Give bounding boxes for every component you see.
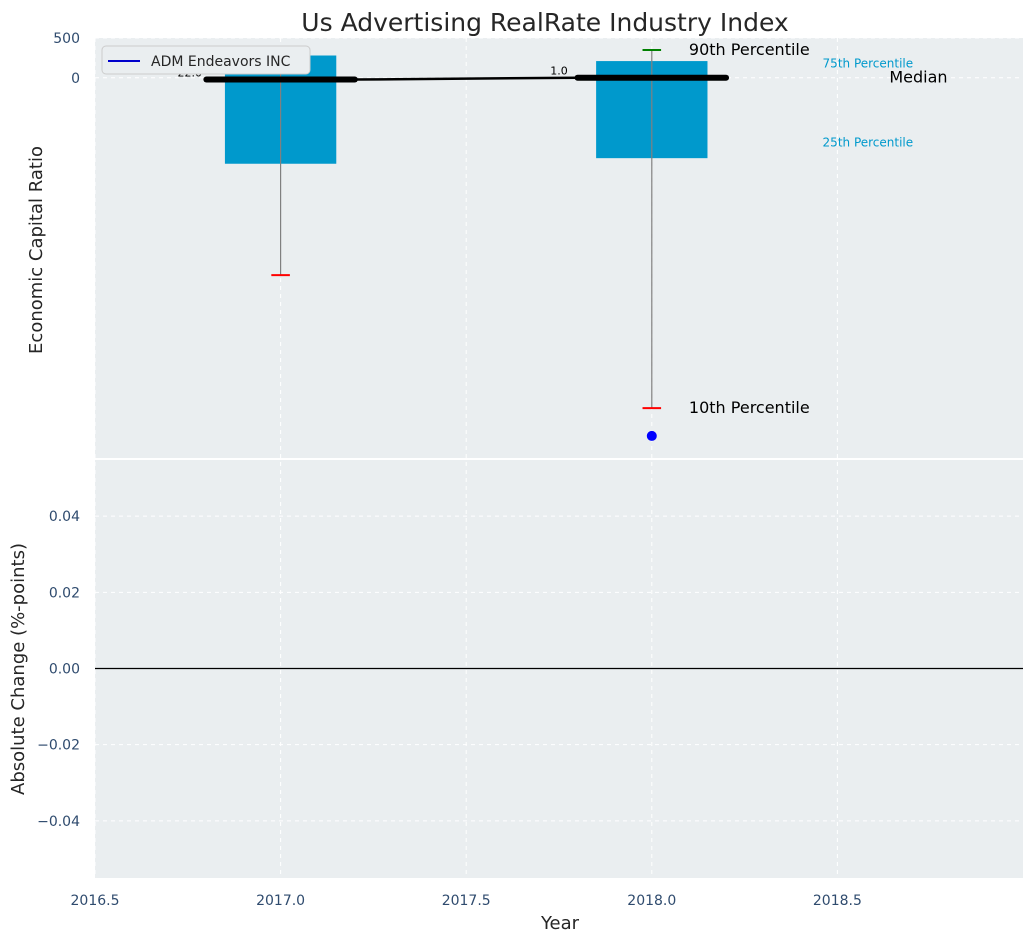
x-tick-label: 2018.0 bbox=[627, 893, 676, 909]
bottom-y-tick-label: −0.04 bbox=[37, 814, 80, 830]
legend-frame bbox=[101, 45, 311, 75]
p10-annotation: 10th Percentile bbox=[689, 398, 810, 417]
bottom-y-axis-label: Absolute Change (%-points) bbox=[8, 543, 29, 795]
x-tick-label: 2016.5 bbox=[71, 893, 120, 909]
p90-annotation: 90th Percentile bbox=[689, 40, 810, 59]
chart-title: Us Advertising RealRate Industry Index bbox=[301, 8, 788, 37]
top-y-tick-label: 500 bbox=[53, 31, 80, 47]
top-y-axis-label: Economic Capital Ratio bbox=[26, 146, 47, 354]
legend: ADM Endeavors INC bbox=[101, 45, 311, 75]
median-annotation: Median bbox=[889, 68, 947, 87]
median-value-label: 1.0 bbox=[550, 65, 568, 78]
x-tick-label: 2017.5 bbox=[442, 893, 491, 909]
bottom-y-tick-label: 0.00 bbox=[49, 662, 80, 678]
legend-entry-label: ADM Endeavors INC bbox=[151, 54, 291, 70]
x-tick-label: 2018.5 bbox=[813, 893, 862, 909]
median-trend-line bbox=[354, 76, 578, 81]
bottom-y-tick-label: 0.04 bbox=[49, 509, 80, 525]
x-tick-label: 2017.0 bbox=[256, 893, 305, 909]
company-point bbox=[646, 430, 657, 441]
bottom-y-tick-label: 0.02 bbox=[49, 585, 80, 601]
p25-annotation: 25th Percentile bbox=[823, 135, 914, 149]
bottom-y-tick-label: −0.02 bbox=[37, 738, 80, 754]
p75-annotation: 75th Percentile bbox=[823, 57, 914, 71]
top-y-tick-label: 0 bbox=[71, 71, 80, 87]
x-axis-label: Year bbox=[540, 913, 580, 934]
